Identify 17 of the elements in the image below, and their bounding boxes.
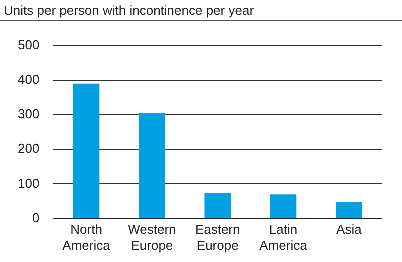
y-tick-label: 200 [18,141,40,156]
y-tick-label: 100 [18,176,40,191]
bar [139,113,166,218]
bar [336,202,362,218]
x-tick-label: Asia [336,222,363,238]
bar [270,194,297,218]
y-tick-label: 300 [18,106,40,122]
y-tick-label: 500 [18,37,40,52]
bar [204,193,231,218]
y-tick-label: 400 [18,72,40,87]
x-tick-label: Western Europe [128,222,176,253]
bar [73,84,100,218]
x-tick-label: Eastern Europe [195,222,240,253]
y-tick-label: 0 [32,210,40,226]
y-axis-title: Units per person with incontinence per year [0,0,402,21]
x-tick-label: North America [62,222,112,253]
x-tick-label: Latin America [260,222,308,253]
